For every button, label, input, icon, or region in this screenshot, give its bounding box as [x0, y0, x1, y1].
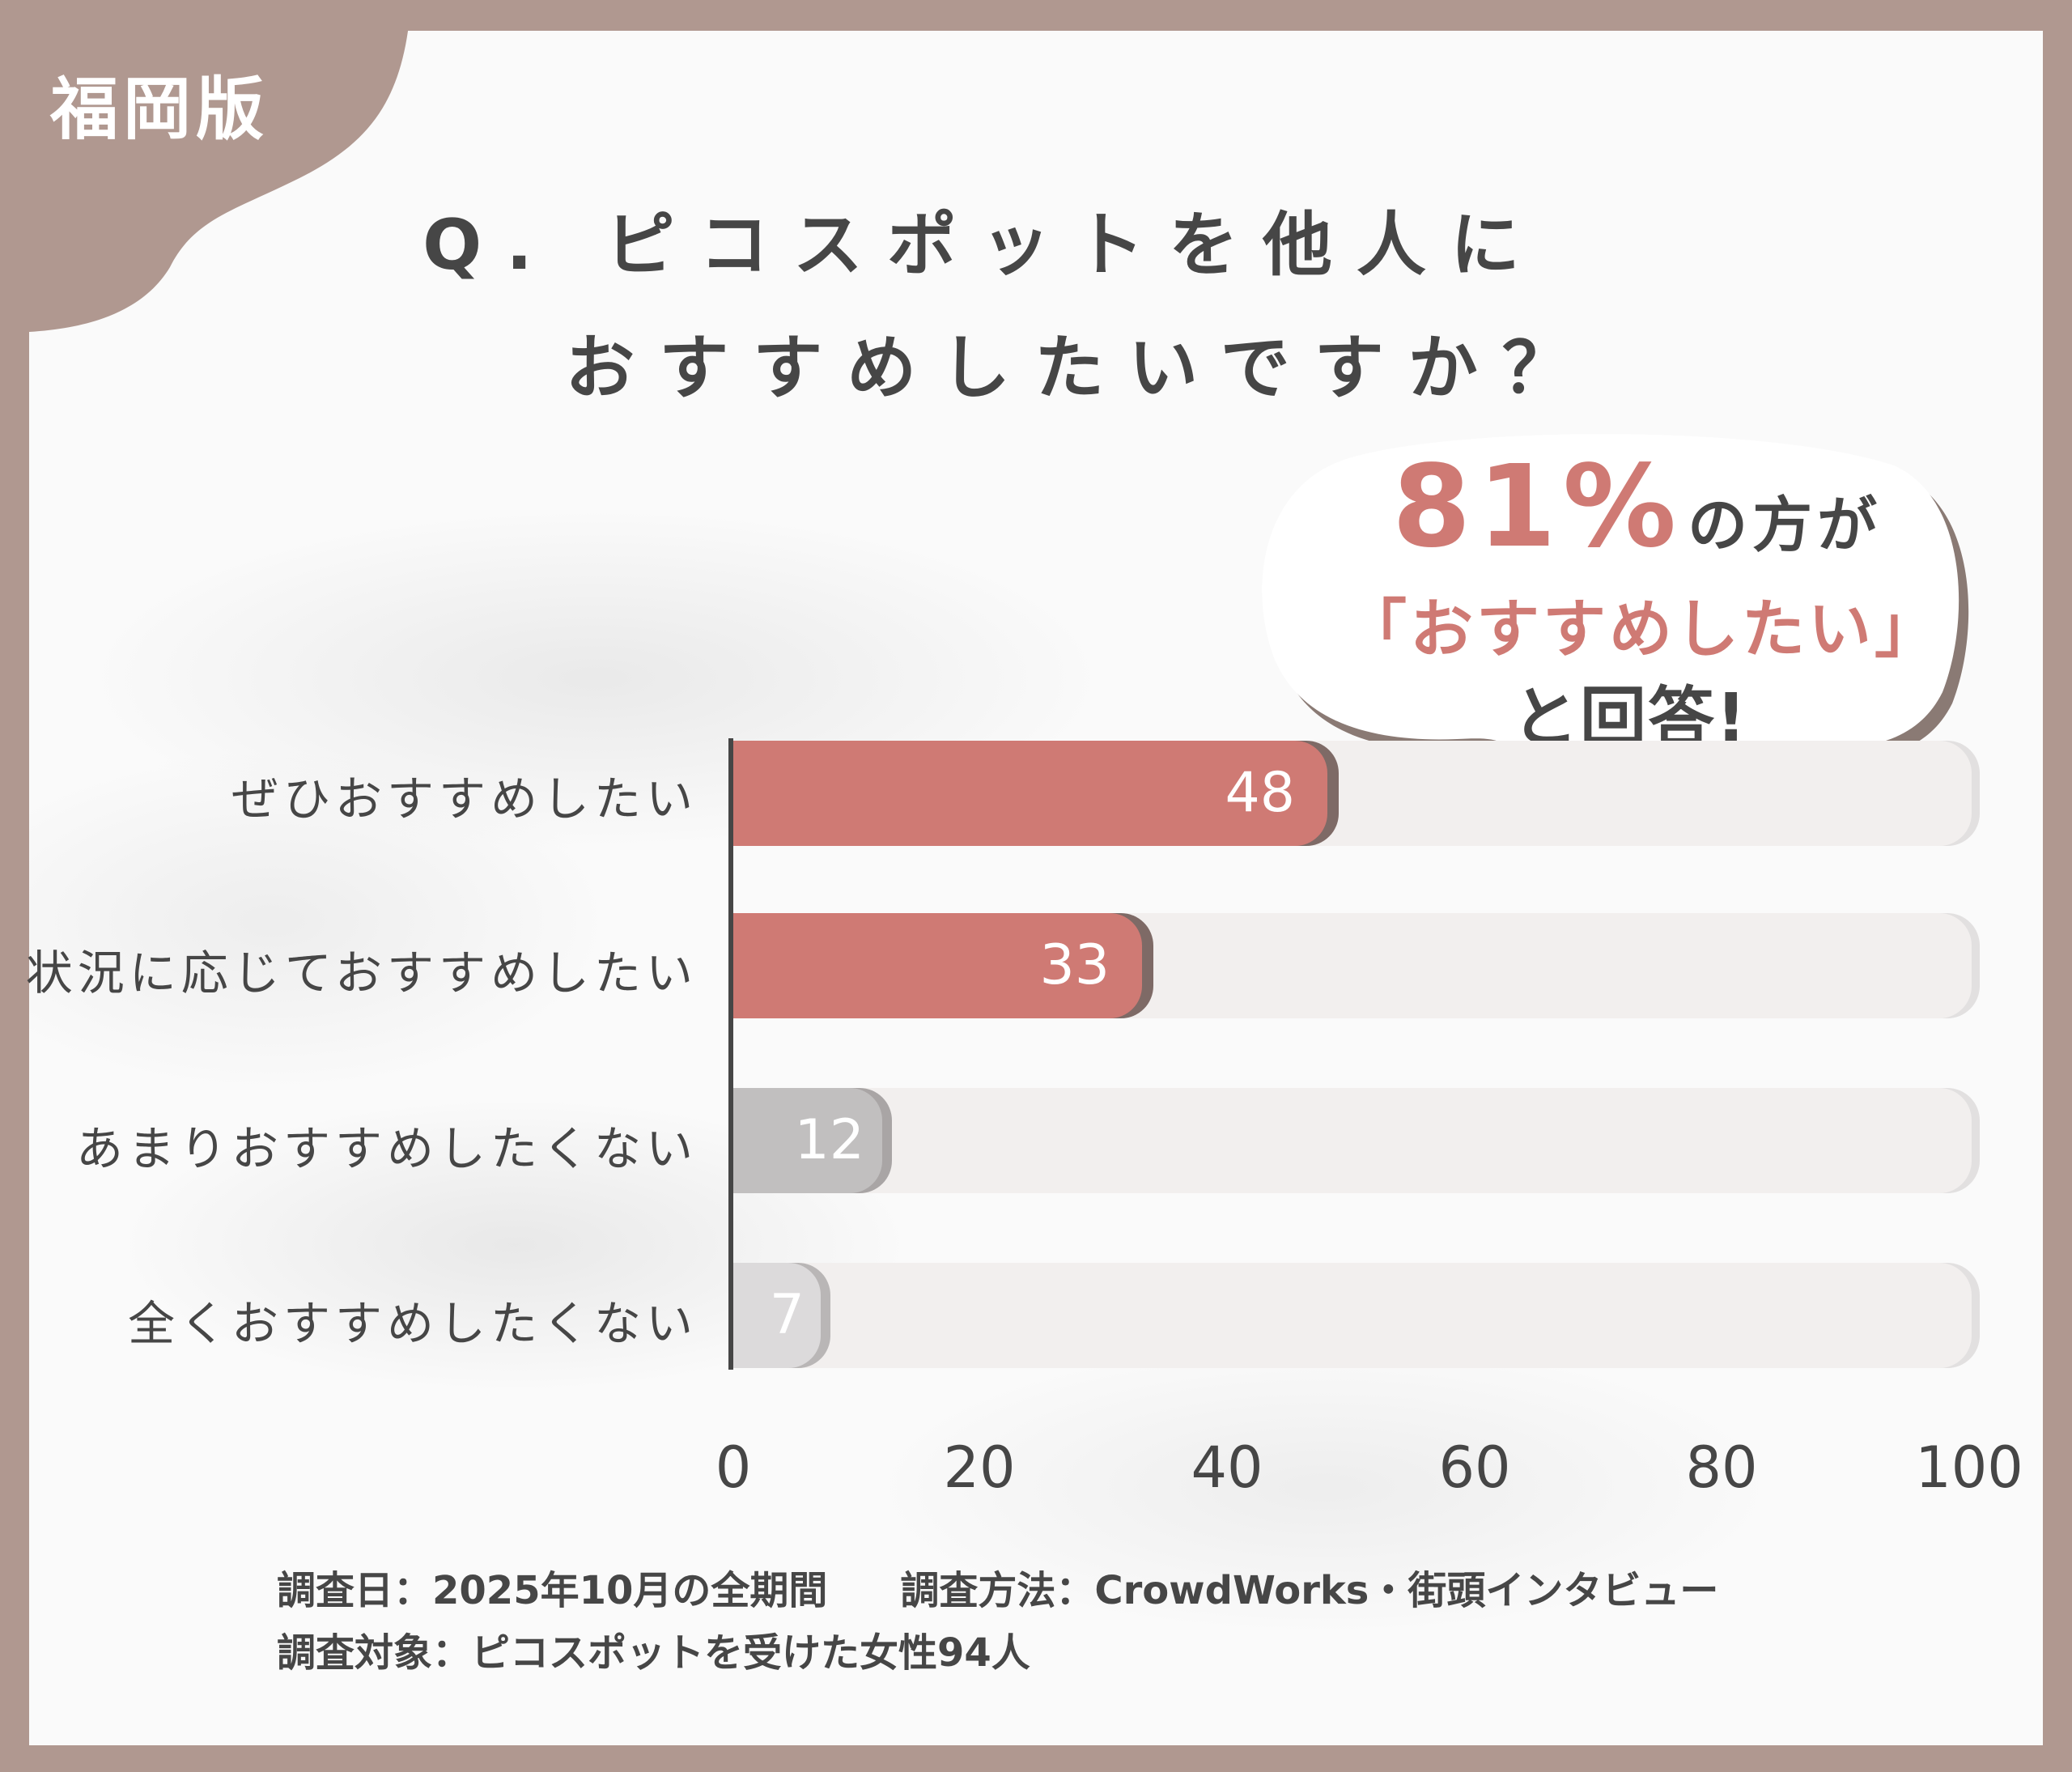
bar-value: 12: [794, 1108, 864, 1172]
callout-percent: 81%: [1392, 441, 1684, 573]
bar-value: 33: [1039, 933, 1110, 997]
footer-line1: 調査日：2025年10月の全期間 調査方法：CrowdWorks・街頭インタビュー: [277, 1558, 1718, 1615]
x-tick: 0: [715, 1434, 752, 1501]
callout-line2: 「おすすめしたい」: [1344, 593, 1942, 666]
x-tick: 80: [1685, 1434, 1758, 1501]
bar-recommend-depending: 33: [733, 913, 1142, 1018]
bar-track: [733, 1263, 1972, 1368]
callout-line1: 81%の方が: [1392, 441, 1882, 573]
x-tick: 100: [1915, 1434, 2023, 1501]
bar-value: 48: [1225, 761, 1295, 825]
survey-date: 調査日：2025年10月の全期間: [277, 1568, 828, 1613]
bar-track: [733, 1088, 1972, 1193]
survey-method: 調査方法：CrowdWorks・街頭インタビュー: [900, 1568, 1719, 1613]
x-tick: 20: [943, 1434, 1016, 1501]
row-label: ぜひおすすめしたい: [231, 771, 698, 827]
bar-not-recommend-at-all: 7: [733, 1263, 821, 1368]
chart-title-line2: おすすめしたいですか？: [565, 328, 1596, 409]
survey-target: 調査対象：ピコスポットを受けた女性94人: [277, 1630, 1030, 1676]
region-badge: 福岡版: [50, 70, 270, 149]
bar-definitely-recommend: 48: [733, 741, 1327, 846]
chart-panel: [29, 31, 2043, 1745]
row-label: あまりおすすめしたくない: [75, 1121, 698, 1176]
bar-value: 7: [769, 1283, 805, 1347]
y-axis-line: [728, 738, 733, 1370]
x-tick: 60: [1438, 1434, 1511, 1501]
callout-line1-rest: の方が: [1688, 491, 1883, 560]
row-label: 全くおすすめしたくない: [127, 1296, 698, 1351]
row-label: 状況に応じておすすめしたい: [25, 945, 698, 1001]
x-tick: 40: [1191, 1434, 1263, 1501]
chart-title-line1: Q. ピコスポットを他人に: [422, 205, 1544, 286]
corner-shape: [0, 0, 411, 340]
bar-not-really-recommend: 12: [733, 1088, 882, 1193]
